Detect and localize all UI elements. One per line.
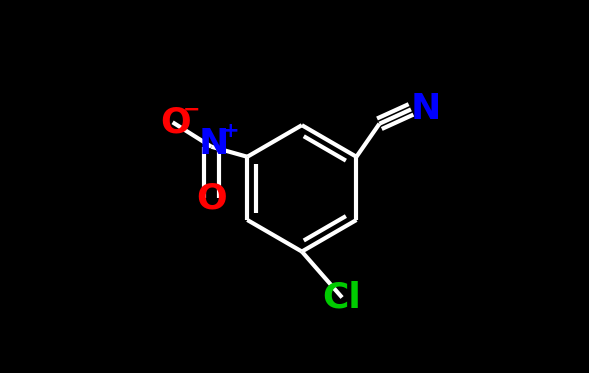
Text: O: O xyxy=(196,181,227,216)
Text: N: N xyxy=(411,93,441,126)
Text: −: − xyxy=(183,99,200,119)
Text: O: O xyxy=(160,105,191,139)
Text: N: N xyxy=(199,127,230,161)
Text: Cl: Cl xyxy=(323,280,362,314)
Text: +: + xyxy=(222,121,240,141)
